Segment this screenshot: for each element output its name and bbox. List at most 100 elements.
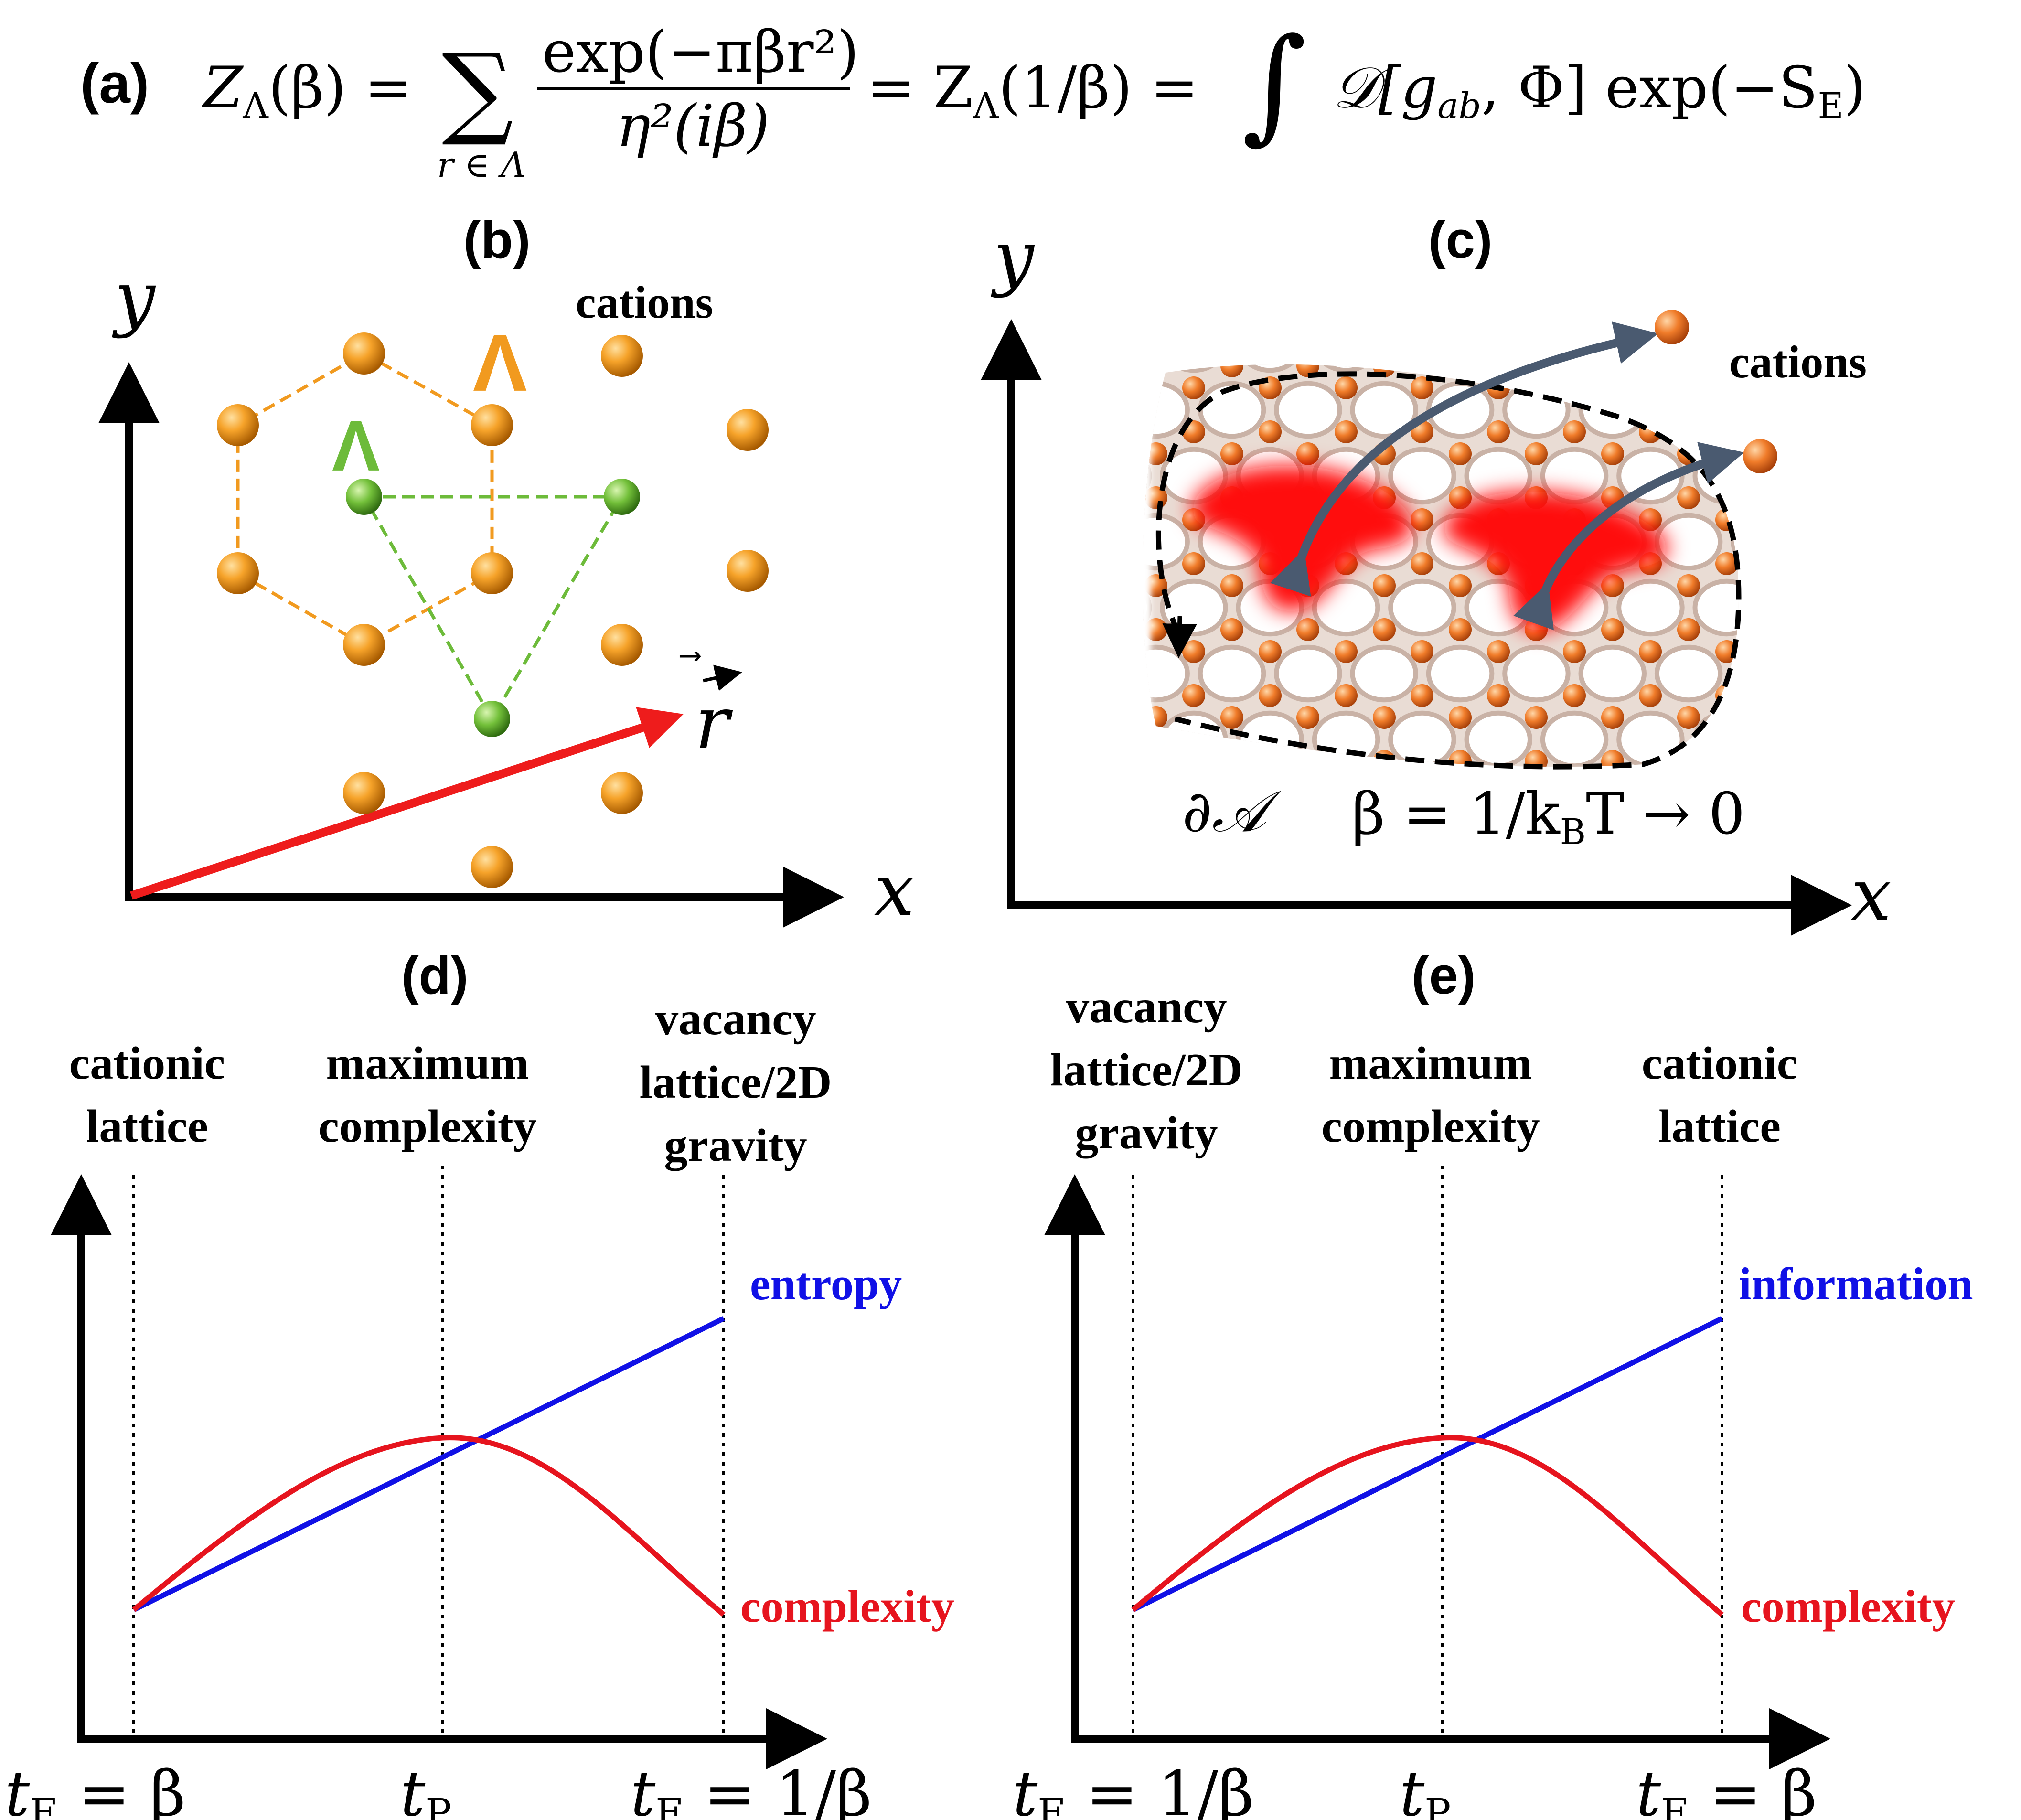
lattice-atom <box>1525 750 1548 767</box>
lattice-atom <box>1829 486 1852 509</box>
lattice-atom <box>1829 574 1852 597</box>
lattice-pore <box>1578 381 1647 439</box>
cation-site <box>217 404 259 446</box>
cation-site <box>471 846 513 888</box>
e-mid-label-2: complexity <box>1321 1101 1540 1152</box>
lattice-pore <box>1731 644 1739 703</box>
lattice-pore <box>1198 381 1266 439</box>
lattice-atom <box>1449 618 1472 641</box>
d-tick-mid: tP <box>400 1757 451 1820</box>
lattice-pore <box>1809 647 1872 700</box>
information-label: information <box>1739 1258 1973 1309</box>
integral-symbol: ∫ <box>1242 12 1306 156</box>
e-mid-label-1: maximum <box>1329 1038 1532 1089</box>
lattice-pore <box>1274 381 1342 439</box>
panel-e-phase-labels: vacancy lattice/2D gravity maximum compl… <box>1050 981 1798 1159</box>
lattice-pore <box>1350 644 1418 703</box>
cation-site <box>343 624 385 666</box>
lattice-pore <box>1731 381 1739 439</box>
lattice-atom <box>1335 289 1358 311</box>
lattice-atom <box>1715 508 1738 531</box>
orange-lattice-lambda: Λ <box>473 318 527 408</box>
e-right-label-1: cationic <box>1642 1038 1798 1089</box>
cation-site <box>343 772 385 814</box>
panel-b-cations-label: cations <box>576 277 713 328</box>
panel-label-e: (e) <box>1411 946 1476 1005</box>
lattice-atom <box>1639 376 1662 399</box>
lattice-atom <box>1791 772 1814 795</box>
panel-c-x-label: x <box>1851 854 1892 937</box>
lattice-pore <box>1312 710 1380 767</box>
lattice-atom <box>1106 289 1129 311</box>
complexity-label-e: complexity <box>1741 1581 1955 1632</box>
panel-d-phase-labels: cationic lattice maximum complexity vaca… <box>69 993 832 1171</box>
lattice-pore <box>1143 364 1152 373</box>
lattice-atom <box>1791 420 1814 443</box>
boundary-label: ∂𝒜 <box>1182 779 1282 845</box>
lattice-atom <box>1867 420 1890 443</box>
lattice-atom <box>1335 684 1358 707</box>
lattice-pore <box>1616 578 1685 637</box>
lattice-atom <box>1106 684 1129 707</box>
lattice-atom <box>1259 420 1282 443</box>
panel-label-a: (a) <box>80 52 149 115</box>
lattice-atom <box>1829 706 1852 729</box>
lattice-atom <box>1639 640 1662 663</box>
lattice-atom <box>1601 618 1624 641</box>
lattice-atom <box>1791 816 1814 839</box>
lattice-atom <box>1601 442 1624 465</box>
lattice-pore <box>1464 364 1532 373</box>
d-tick-right: tE = 1/β <box>631 1757 872 1820</box>
lattice-pore <box>1809 779 1872 832</box>
lattice-atom <box>1525 310 1548 333</box>
d-right-label-3: gravity <box>664 1120 807 1171</box>
lattice-atom <box>1296 750 1319 767</box>
lattice-pore <box>1143 447 1152 505</box>
lattice-atom <box>1753 574 1776 597</box>
lattice-atom <box>1829 310 1852 333</box>
lattice-atom <box>1867 772 1890 795</box>
lattice-atom <box>1068 442 1091 465</box>
lattice-pore <box>1616 710 1685 767</box>
lattice-atom <box>1791 289 1814 311</box>
lattice-pore <box>1771 581 1834 634</box>
lattice-atom <box>1106 376 1129 399</box>
panel-b-y-label: y <box>112 257 156 340</box>
lattice-atom <box>1106 772 1129 795</box>
lattice-atom <box>1867 508 1890 531</box>
lattice-atom <box>1639 289 1662 311</box>
d-left-label-2: lattice <box>86 1101 208 1152</box>
lattice-atom <box>1182 552 1205 575</box>
lattice-atom <box>1411 640 1433 663</box>
lattice-atom <box>1068 618 1091 641</box>
lattice-pore <box>1236 364 1304 373</box>
lattice-atom <box>1106 640 1129 663</box>
equation-lhs: ZΛ(β) = <box>201 55 413 127</box>
panel-b-x-label: x <box>874 849 915 932</box>
lattice-atom <box>1639 684 1662 707</box>
lattice-atom <box>1182 684 1205 707</box>
lattice-atom <box>1449 750 1472 767</box>
lattice-pore <box>1502 644 1571 703</box>
lattice-pore <box>1654 381 1723 439</box>
lattice-pore <box>1124 779 1187 832</box>
lattice-atom <box>1068 750 1091 773</box>
panel-c-y-label: y <box>991 216 1035 299</box>
vacancy-site <box>346 479 382 515</box>
lattice-pore <box>1143 578 1152 637</box>
d-tick-left: tE = β <box>5 1757 186 1820</box>
lattice-pore <box>1731 513 1739 571</box>
lattice-atom <box>1259 684 1282 707</box>
lattice-atom <box>1677 486 1700 509</box>
complexity-curve-e <box>1131 1435 1724 1617</box>
lattice-pore <box>1464 710 1532 767</box>
lattice-atom <box>1753 618 1776 641</box>
lattice-pore <box>1809 384 1872 436</box>
entropy-line <box>132 1316 725 1612</box>
cation-site <box>601 624 643 666</box>
lattice-atom <box>1068 486 1091 509</box>
lattice-atom <box>1373 618 1396 641</box>
lattice-atom <box>1753 750 1776 773</box>
cation-site <box>471 552 513 594</box>
lattice-pore <box>1160 578 1228 637</box>
